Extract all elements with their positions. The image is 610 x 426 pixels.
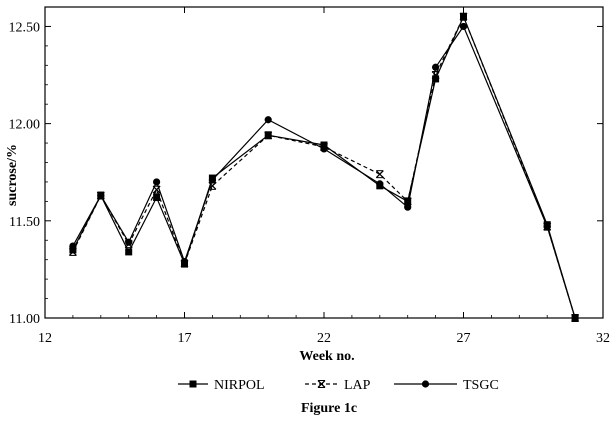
legend-label: LAP: [344, 378, 371, 393]
data-point-tsgc: [69, 242, 76, 249]
series-lap: [69, 13, 578, 321]
y-axis-title: sucrose/%: [5, 144, 20, 206]
series-line-nirpol: [73, 17, 575, 318]
data-point-tsgc: [544, 223, 551, 230]
x-tick-label: 12: [38, 331, 52, 346]
data-point-tsgc: [153, 178, 160, 185]
legend-marker: [422, 380, 429, 387]
data-point-lap: [376, 171, 383, 178]
data-point-tsgc: [265, 116, 272, 123]
x-tick-label: 27: [457, 331, 471, 346]
y-tick-label: 12.50: [9, 20, 41, 35]
data-point-tsgc: [125, 239, 132, 246]
figure-caption: Figure 1c: [301, 401, 357, 416]
series-line-tsgc: [73, 26, 575, 318]
data-point-tsgc: [320, 145, 327, 152]
data-point-tsgc: [181, 258, 188, 265]
data-point-tsgc: [460, 23, 467, 30]
x-tick-label: 22: [317, 331, 331, 346]
legend-label: TSGC: [463, 378, 499, 393]
data-point-nirpol: [125, 248, 132, 255]
axes: 12 17 22 27 32 11.00 11.50 12.00 12.50: [9, 7, 610, 346]
x-tick-label: 17: [178, 331, 192, 346]
y-tick-label: 11.00: [9, 312, 40, 327]
series-layer: [69, 13, 578, 321]
legend-marker: [190, 381, 197, 388]
series-line-lap: [73, 17, 575, 318]
legend-item-nirpol: NIRPOL: [178, 378, 265, 393]
x-axis-title: Week no.: [299, 349, 354, 364]
y-tick-label: 12.00: [9, 118, 41, 133]
plot-frame: [45, 7, 603, 318]
legend-item-lap: LAP: [305, 378, 371, 393]
data-point-tsgc: [376, 180, 383, 187]
legend: NIRPOL LAP TSGC: [178, 378, 499, 393]
data-point-tsgc: [432, 64, 439, 71]
series-tsgc: [69, 23, 578, 322]
data-point-tsgc: [97, 192, 104, 199]
series-nirpol: [69, 13, 578, 321]
data-point-tsgc: [404, 204, 411, 211]
x-tick-label: 32: [596, 331, 610, 346]
legend-label: NIRPOL: [214, 378, 265, 393]
y-tick-label: 11.50: [9, 215, 40, 230]
data-point-tsgc: [209, 176, 216, 183]
legend-item-tsgc: TSGC: [394, 378, 499, 393]
data-point-tsgc: [572, 314, 579, 321]
